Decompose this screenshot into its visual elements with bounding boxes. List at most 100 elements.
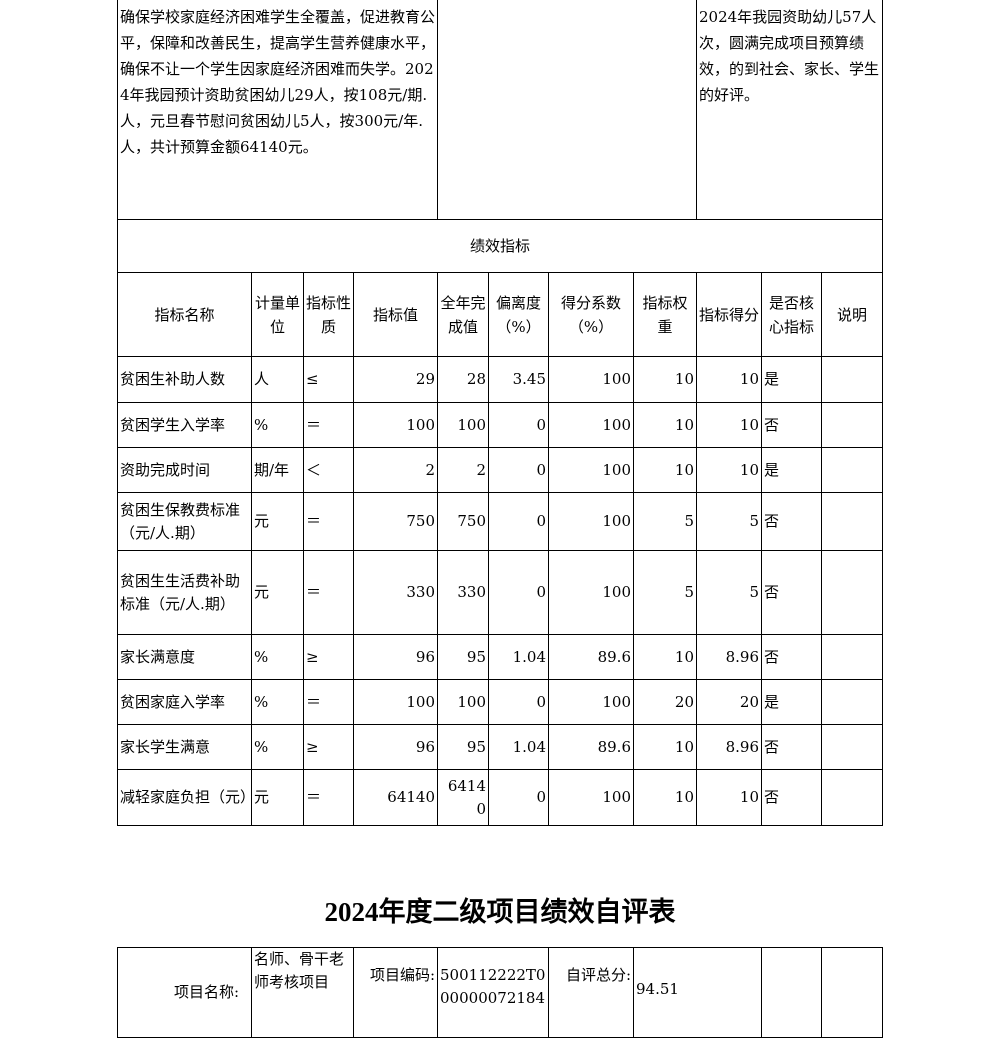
is-core-cell: 是 xyxy=(761,356,822,403)
deviation-cell: 1.04 xyxy=(488,724,549,770)
unit-cell: 人 xyxy=(251,356,304,403)
deviation-cell: 0 xyxy=(488,679,549,725)
table-row: 贫困生补助人数人 ≤29 28 3.45 100 10 10 是 xyxy=(117,356,884,403)
table-row: 资助完成时间 期/年＜ 2 2 0 100 10 10 是 xyxy=(117,447,884,493)
is-core-cell: 否 xyxy=(761,402,822,448)
deviation-cell: 0 xyxy=(488,492,549,551)
unit-cell: % xyxy=(251,402,304,448)
project-code-label: 项目编码: xyxy=(353,947,439,1038)
note-cell xyxy=(820,550,884,635)
score-cell: 10 xyxy=(696,769,762,826)
target-value-cell: 750 xyxy=(353,492,438,551)
indicator-name-cell: 贫困生补助人数 xyxy=(117,356,252,403)
actual-value-cell: 750 xyxy=(437,492,489,551)
note-cell xyxy=(820,679,884,725)
note-cell xyxy=(820,634,884,680)
nature-cell: ≥ xyxy=(303,634,354,680)
actual-value-cell: 100 xyxy=(437,679,489,725)
column-header: 是否核心指标 xyxy=(761,272,822,357)
column-header: 全年完成值 xyxy=(437,272,489,357)
result-cell: 2024年我园资助幼儿57人次，圆满完成项目预算绩效，的到社会、家长、学生的好评… xyxy=(695,0,884,220)
score-coefficient-cell: 100 xyxy=(548,679,634,725)
middle-cell xyxy=(437,0,697,220)
score-coefficient-cell: 100 xyxy=(548,769,634,826)
score-coefficient-cell: 100 xyxy=(548,492,634,551)
column-header: 指标值 xyxy=(353,272,438,357)
objective-cell: 确保学校家庭经济困难学生全覆盖，促进教育公平，保障和改善民生，提高学生营养健康水… xyxy=(117,0,438,220)
section-title: 绩效指标 xyxy=(116,219,884,273)
deviation-cell: 1.04 xyxy=(488,634,549,680)
nature-cell: ＝ xyxy=(303,679,354,725)
actual-value-cell: 2 xyxy=(437,447,489,493)
unit-cell: 元 xyxy=(251,769,304,826)
nature-cell: ＝ xyxy=(303,492,354,551)
actual-value-cell: 100 xyxy=(437,402,489,448)
weight-cell: 10 xyxy=(633,356,697,403)
column-header: 指标性质 xyxy=(303,272,354,357)
column-header: 指标权重 xyxy=(633,272,697,357)
nature-cell: ＝ xyxy=(303,550,354,635)
column-header: 指标得分 xyxy=(696,272,762,357)
deviation-cell: 0 xyxy=(488,402,549,448)
score-cell: 5 xyxy=(696,492,762,551)
target-value-cell: 96 xyxy=(353,724,438,770)
target-value-cell: 96 xyxy=(353,634,438,680)
weight-cell: 10 xyxy=(633,402,697,448)
unit-cell: 元 xyxy=(251,550,304,635)
performance-table: 确保学校家庭经济困难学生全覆盖，促进教育公平，保障和改善民生，提高学生营养健康水… xyxy=(116,0,884,826)
indicator-name-cell: 贫困生生活费补助标准（元/人.期） xyxy=(117,550,252,635)
table-row: 家长学生满意% ≥96 95 1.04 89.6 10 8.96 否 xyxy=(117,724,884,770)
indicator-name-cell: 家长学生满意 xyxy=(117,724,252,770)
deviation-cell: 3.45 xyxy=(488,356,549,403)
table-row: 家长满意度% ≥96 95 1.04 89.6 10 8.96 否 xyxy=(117,634,884,680)
self-score-label: 自评总分: xyxy=(548,947,635,1038)
indicator-name-cell: 资助完成时间 xyxy=(117,447,252,493)
unit-cell: % xyxy=(251,634,304,680)
score-cell: 5 xyxy=(696,550,762,635)
unit-cell: 期/年 xyxy=(251,447,304,493)
actual-value-cell: 64140 xyxy=(437,769,489,826)
column-header: 指标名称 xyxy=(117,272,252,357)
empty-cell xyxy=(761,947,823,1038)
score-coefficient-cell: 100 xyxy=(548,356,634,403)
nature-cell: ＝ xyxy=(303,769,354,826)
nature-cell: ≥ xyxy=(303,724,354,770)
note-cell xyxy=(820,492,884,551)
column-header: 说明 xyxy=(820,272,884,357)
note-cell xyxy=(820,356,884,403)
table-row: 贫困学生入学率% ＝ 100 100 0 100 10 10 否 xyxy=(117,402,884,448)
score-coefficient-cell: 100 xyxy=(548,550,634,635)
unit-cell: % xyxy=(251,724,304,770)
target-value-cell: 100 xyxy=(353,402,438,448)
actual-value-cell: 95 xyxy=(437,724,489,770)
column-header: 偏离度（%） xyxy=(488,272,549,357)
unit-cell: % xyxy=(251,679,304,725)
column-header: 得分系数（%） xyxy=(548,272,634,357)
empty-cell xyxy=(821,947,884,1038)
nature-cell: ＝ xyxy=(303,402,354,448)
target-value-cell: 2 xyxy=(353,447,438,493)
deviation-cell: 0 xyxy=(488,550,549,635)
target-value-cell: 29 xyxy=(353,356,438,403)
self-score-value: 94.51 xyxy=(633,947,763,1038)
target-value-cell: 64140 xyxy=(353,769,438,826)
is-core-cell: 否 xyxy=(761,769,822,826)
deviation-cell: 0 xyxy=(488,769,549,826)
deviation-cell: 0 xyxy=(488,447,549,493)
weight-cell: 5 xyxy=(633,492,697,551)
is-core-cell: 是 xyxy=(761,447,822,493)
weight-cell: 10 xyxy=(633,634,697,680)
score-cell: 20 xyxy=(696,679,762,725)
table-row: 贫困家庭入学率% ＝ 100 100 0 100 20 20 是 xyxy=(117,679,884,725)
score-coefficient-cell: 89.6 xyxy=(548,634,634,680)
note-cell xyxy=(820,402,884,448)
weight-cell: 10 xyxy=(633,447,697,493)
score-cell: 8.96 xyxy=(696,724,762,770)
note-cell xyxy=(820,447,884,493)
indicator-name-cell: 减轻家庭负担（元） xyxy=(117,769,252,826)
actual-value-cell: 28 xyxy=(437,356,489,403)
table-row: 减轻家庭负担（元）元＝ 64140 64140 0 100 10 10 否 xyxy=(117,769,884,826)
indicator-name-cell: 贫困家庭入学率 xyxy=(117,679,252,725)
is-core-cell: 否 xyxy=(761,724,822,770)
indicator-name-cell: 家长满意度 xyxy=(117,634,252,680)
